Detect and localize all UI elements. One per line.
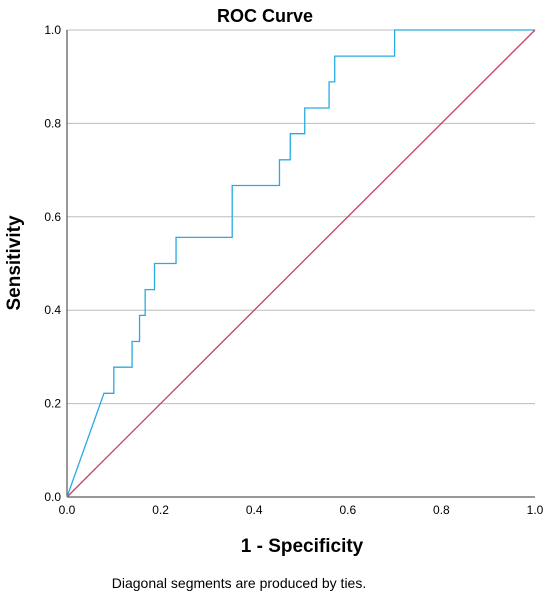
y-tick-label-1: 0.2 bbox=[44, 397, 61, 411]
x-tick-label-5: 1.0 bbox=[527, 503, 544, 517]
x-tick-label-3: 0.6 bbox=[339, 503, 356, 517]
chart-footnote: Diagonal segments are produced by ties. bbox=[112, 575, 366, 591]
x-tick-label-2: 0.4 bbox=[246, 503, 263, 517]
y-axis-title: Sensitivity bbox=[4, 215, 25, 310]
roc-curve-line bbox=[66, 29, 535, 498]
reference-diagonal-line bbox=[66, 29, 536, 498]
series-lines bbox=[66, 29, 536, 498]
y-tick-label-4: 0.8 bbox=[44, 116, 61, 130]
x-tick-label-1: 0.2 bbox=[152, 503, 169, 517]
y-tick-label-0: 0.0 bbox=[44, 490, 61, 504]
x-tick-label-4: 0.8 bbox=[433, 503, 450, 517]
y-tick-labels: 0.0 0.2 0.4 0.6 0.8 1.0 bbox=[44, 23, 61, 504]
x-axis-title: 1 - Specificity bbox=[241, 536, 364, 557]
x-tick-label-0: 0.0 bbox=[59, 503, 76, 517]
plot-frame bbox=[66, 30, 535, 498]
chart-title: ROC Curve bbox=[217, 6, 313, 26]
y-tick-label-2: 0.4 bbox=[44, 303, 61, 317]
y-tick-label-3: 0.6 bbox=[44, 210, 61, 224]
y-tick-label-5: 1.0 bbox=[44, 23, 61, 37]
x-tick-labels: 0.0 0.2 0.4 0.6 0.8 1.0 bbox=[59, 503, 544, 517]
